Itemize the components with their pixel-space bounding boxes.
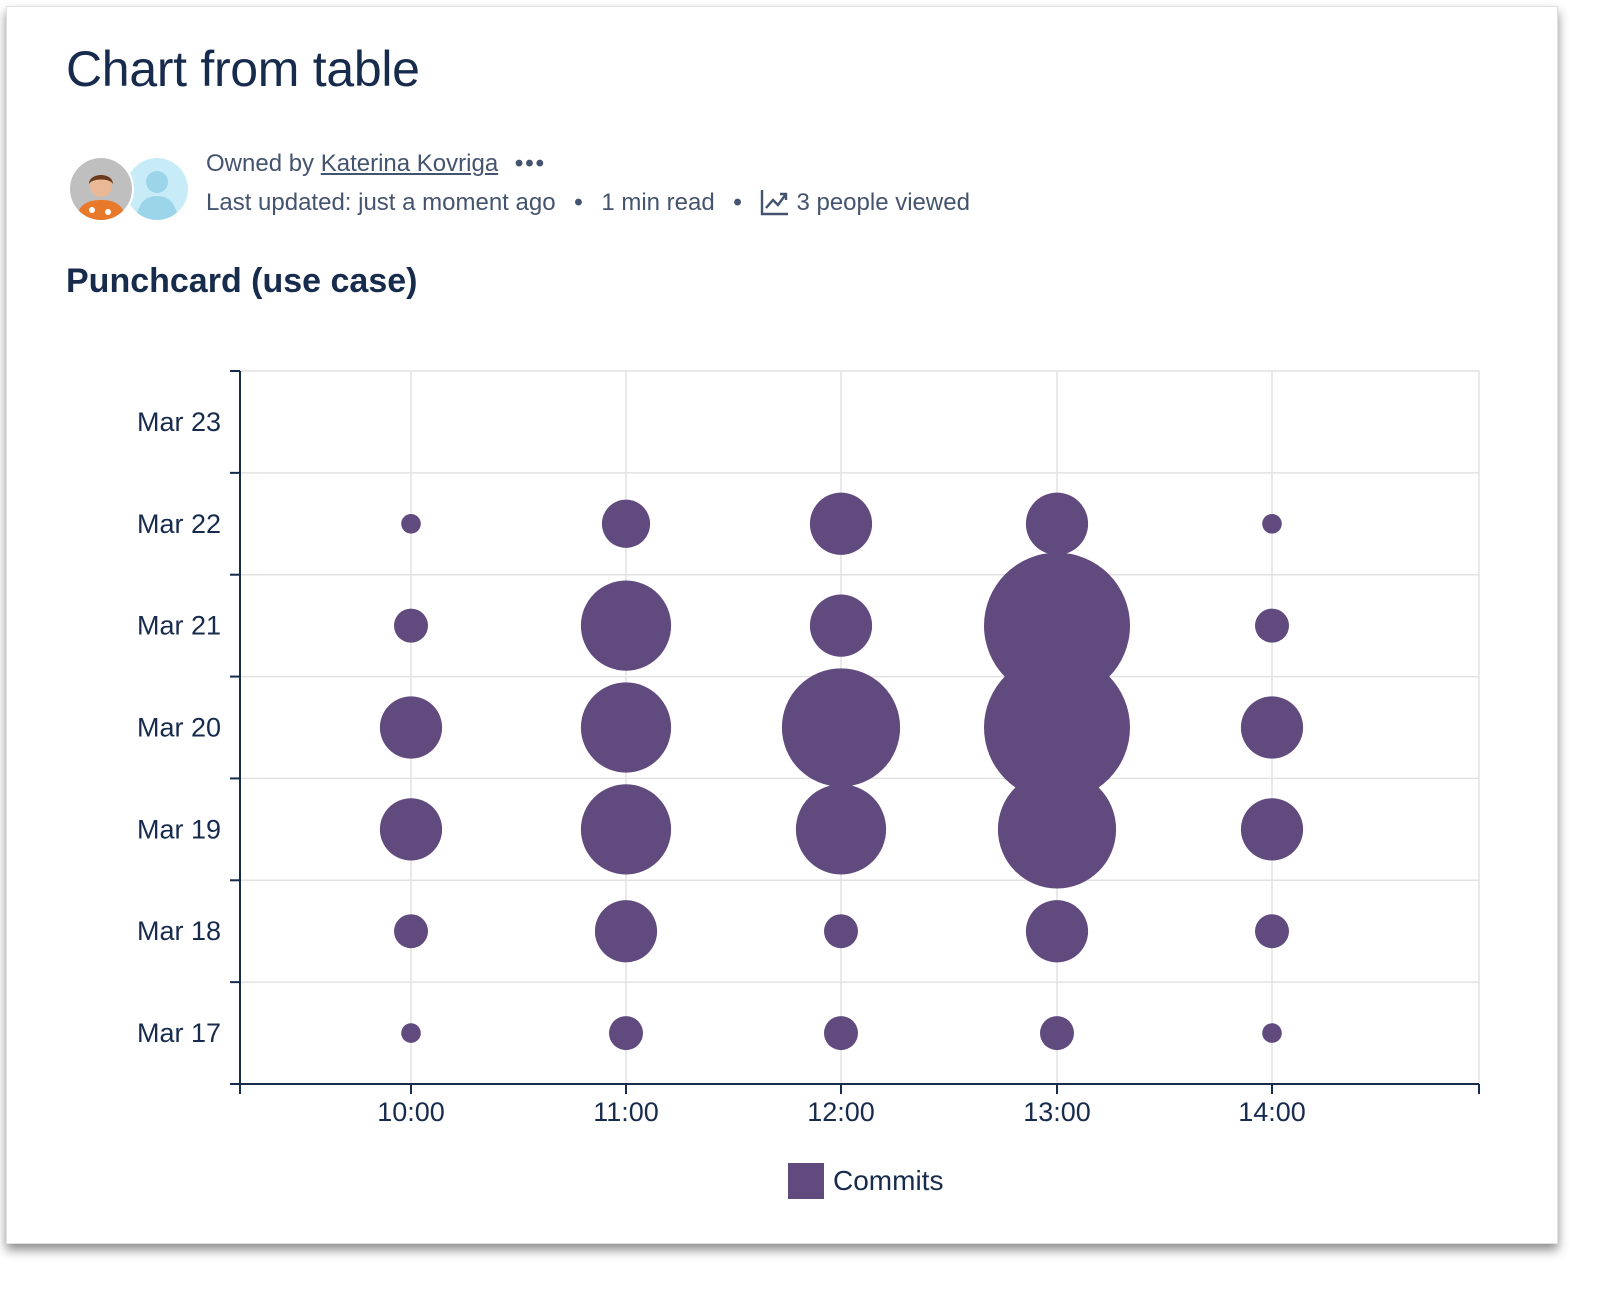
stats-line: Last updated: just a moment ago • 1 min …: [206, 188, 970, 217]
bubble-point[interactable]: [580, 784, 672, 875]
bubble-point[interactable]: [1255, 608, 1289, 643]
bubble-point[interactable]: [379, 696, 443, 759]
bubble-point[interactable]: [1255, 914, 1289, 949]
separator-dot: •: [733, 189, 742, 216]
last-updated-text: Last updated: just a moment ago: [206, 189, 556, 216]
bubble-point[interactable]: [997, 770, 1117, 889]
bubble-point[interactable]: [795, 784, 887, 875]
bubble-point[interactable]: [580, 682, 672, 773]
x-tick-label: 11:00: [593, 1097, 659, 1127]
y-tick-label: Mar 20: [137, 713, 221, 743]
bubble-point[interactable]: [1040, 1016, 1074, 1051]
bubble-point[interactable]: [1025, 900, 1089, 963]
page-title: Chart from table: [66, 41, 420, 97]
section-heading: Punchcard (use case): [66, 262, 418, 300]
user-photo-icon: [70, 158, 132, 220]
bubble-point[interactable]: [824, 914, 858, 949]
analytics-trend-icon: [761, 190, 789, 216]
y-tick-label: Mar 21: [137, 611, 221, 641]
owned-by-label: Owned by: [206, 150, 315, 177]
page-frame: [6, 6, 1558, 1244]
bubble-point[interactable]: [809, 594, 873, 657]
views-count-text: 3 people viewed: [796, 189, 970, 216]
bubble-point[interactable]: [1262, 513, 1282, 534]
bubble-point[interactable]: [984, 654, 1130, 801]
more-actions-icon[interactable]: •••: [514, 150, 547, 177]
read-time-text: 1 min read: [601, 189, 715, 216]
separator-dot: •: [574, 189, 583, 216]
bubble-point[interactable]: [401, 1023, 421, 1043]
owner-link[interactable]: Katerina Kovriga: [320, 150, 499, 177]
legend-swatch[interactable]: [788, 1163, 824, 1199]
legend-label[interactable]: Commits: [833, 1165, 943, 1196]
bubble-point[interactable]: [379, 798, 443, 861]
bubble-point[interactable]: [809, 492, 873, 555]
bubble-point[interactable]: [1025, 492, 1089, 555]
x-tick-label: 12:00: [807, 1097, 875, 1127]
contributors-avatars[interactable]: [68, 156, 190, 222]
y-tick-label: Mar 22: [137, 509, 221, 539]
y-tick-label: Mar 19: [137, 814, 221, 844]
person-silhouette-icon: [126, 158, 188, 220]
bubble-point[interactable]: [580, 580, 672, 671]
bubble-point[interactable]: [601, 499, 651, 548]
x-tick-label: 13:00: [1023, 1097, 1091, 1127]
page-views[interactable]: 3 people viewed: [760, 189, 970, 216]
avatar-owner[interactable]: [68, 156, 134, 222]
bubble-point[interactable]: [781, 668, 901, 787]
bubble-point[interactable]: [1262, 1023, 1282, 1043]
owner-line: Owned by Katerina Kovriga •••: [206, 150, 546, 178]
bubble-point[interactable]: [1240, 696, 1304, 759]
x-tick-label: 10:00: [377, 1097, 445, 1127]
y-tick-label: Mar 18: [137, 916, 221, 946]
bubble-point[interactable]: [394, 914, 428, 949]
y-tick-label: Mar 23: [137, 407, 221, 437]
bubble-point[interactable]: [824, 1016, 858, 1051]
bubble-point[interactable]: [609, 1016, 643, 1051]
bubble-point[interactable]: [594, 900, 658, 963]
bubble-point[interactable]: [984, 552, 1130, 699]
bubble-point[interactable]: [401, 513, 421, 534]
y-tick-label: Mar 17: [137, 1018, 221, 1048]
x-tick-label: 14:00: [1238, 1097, 1306, 1127]
bubble-point[interactable]: [1240, 798, 1304, 861]
avatar-placeholder[interactable]: [124, 156, 190, 222]
bubble-point[interactable]: [394, 608, 428, 643]
